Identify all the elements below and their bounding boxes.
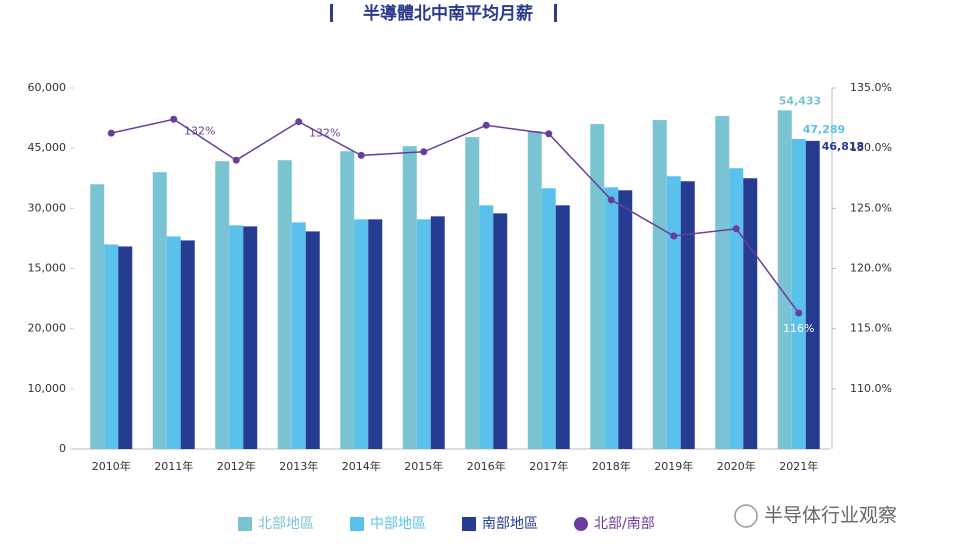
x-tick-label: 2019年	[654, 459, 693, 473]
data-label: 116%	[783, 322, 814, 335]
x-tick-label: 2015年	[404, 459, 443, 473]
data-label: 46,818	[822, 140, 864, 153]
bar	[166, 236, 181, 449]
bar	[277, 160, 292, 449]
bar	[527, 131, 542, 449]
bar	[791, 138, 806, 449]
y-tick-label: 10,000	[28, 382, 67, 395]
watermark: 半导体行业观察	[734, 504, 897, 528]
line-point	[357, 151, 365, 159]
y-tick-label: 60,000	[28, 81, 67, 94]
data-label: 132%	[309, 127, 340, 140]
bar	[104, 244, 119, 449]
legend-label: 北部地區	[258, 516, 314, 532]
legend-label: 南部地區	[482, 516, 538, 532]
y-tick-label: 30,000	[28, 201, 67, 214]
y-tick-label: 45,000	[28, 141, 67, 154]
bar	[152, 172, 167, 449]
bar	[652, 120, 667, 449]
bar	[777, 110, 792, 449]
bar	[680, 181, 695, 449]
title-bar	[554, 4, 557, 22]
y2-tick-label: 115.0%	[850, 322, 892, 335]
bar	[604, 187, 619, 449]
data-label: 132%	[184, 124, 215, 137]
bar	[118, 246, 133, 449]
bar	[243, 226, 258, 449]
line-point	[482, 121, 490, 129]
bar	[666, 176, 681, 449]
x-tick-label: 2011年	[154, 459, 193, 473]
line-point	[232, 156, 240, 164]
legend-swatch	[350, 517, 364, 531]
bar	[430, 216, 445, 449]
legend-label: 中部地區	[370, 516, 426, 532]
bar	[90, 184, 105, 449]
y2-tick-label: 130.0%	[850, 141, 892, 154]
line-point	[107, 129, 115, 137]
line-point	[545, 130, 553, 138]
legend-swatch	[462, 517, 476, 531]
line-point	[670, 232, 678, 240]
bar	[541, 188, 556, 449]
chart-title: 半導體北中南平均月薪	[363, 3, 533, 24]
bar	[402, 146, 417, 449]
x-tick-label: 2012年	[217, 459, 256, 473]
x-tick-label: 2021年	[779, 459, 818, 473]
y-tick-label: 15,000	[28, 262, 67, 275]
title-bar	[330, 4, 333, 22]
bar	[416, 219, 431, 449]
line-point	[295, 118, 303, 126]
bar	[590, 124, 605, 449]
bar	[715, 116, 730, 450]
bar	[354, 219, 369, 449]
y2-tick-label: 135.0%	[850, 81, 892, 94]
y2-tick-label: 120.0%	[850, 262, 892, 275]
legend-swatch	[238, 517, 252, 531]
y2-tick-label: 125.0%	[850, 201, 892, 214]
bar	[743, 178, 758, 449]
x-tick-label: 2018年	[592, 459, 631, 473]
line-point	[607, 196, 615, 204]
bar	[479, 205, 494, 449]
bar	[465, 137, 480, 449]
data-label: 54,433	[779, 94, 821, 107]
bar	[493, 213, 508, 449]
bar	[291, 222, 306, 449]
line-point	[732, 225, 740, 233]
bar	[555, 205, 570, 449]
line-point	[170, 115, 178, 123]
watermark-text: 半导体行业观察	[764, 505, 897, 527]
y-tick-label: 20,000	[28, 322, 67, 335]
x-tick-label: 2010年	[92, 459, 131, 473]
bar	[340, 151, 355, 450]
bar	[305, 231, 320, 449]
x-tick-label: 2016年	[467, 459, 506, 473]
bar	[229, 225, 244, 449]
watermark-icon	[734, 504, 758, 528]
bar	[805, 140, 820, 450]
bar	[180, 240, 195, 449]
x-tick-label: 2017年	[529, 459, 568, 473]
y2-tick-label: 110.0%	[850, 382, 892, 395]
legend-label: 北部/南部	[594, 516, 655, 532]
line-point	[420, 148, 428, 156]
bar	[215, 161, 230, 450]
y-tick-label: 0	[59, 442, 66, 455]
legend-swatch	[574, 517, 588, 531]
bar	[618, 190, 633, 450]
x-tick-label: 2014年	[342, 459, 381, 473]
bar	[368, 219, 383, 449]
bar	[729, 168, 744, 449]
x-tick-label: 2013年	[279, 459, 318, 473]
x-tick-label: 2020年	[717, 459, 756, 473]
line-point	[795, 309, 803, 317]
line	[111, 118, 800, 314]
data-label: 47,289	[803, 123, 845, 136]
